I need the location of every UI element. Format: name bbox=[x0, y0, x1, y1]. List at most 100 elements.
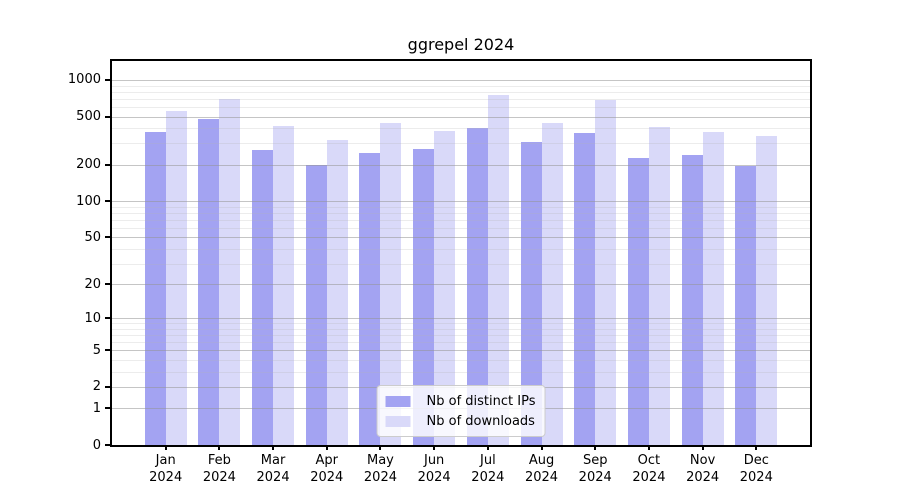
xtick-mark-feb bbox=[218, 445, 221, 450]
ytick-mark-200 bbox=[105, 163, 111, 166]
gridline-minor-700 bbox=[112, 98, 810, 100]
legend-swatch-distinct-ips bbox=[385, 395, 411, 407]
xtick-mark-jan bbox=[164, 445, 167, 450]
legend: Nb of distinct IPs Nb of downloads bbox=[376, 385, 546, 437]
bar-distinct-ips-apr bbox=[305, 165, 327, 445]
xtick-year: 2024 bbox=[256, 470, 290, 485]
bar-distinct-ips-jul bbox=[466, 128, 488, 445]
xtick-year: 2024 bbox=[739, 470, 773, 485]
ytick-label-1000: 1000 bbox=[67, 72, 101, 88]
bar-distinct-ips-nov bbox=[681, 154, 703, 445]
xtick-label-mar: Mar 2024 bbox=[241, 452, 305, 486]
xtick-month: Oct bbox=[637, 453, 661, 468]
xtick-month: Jun bbox=[423, 453, 445, 468]
xtick-label-feb: Feb 2024 bbox=[187, 452, 251, 486]
gridline-minor-3 bbox=[112, 371, 810, 373]
bar-distinct-ips-sep bbox=[574, 133, 596, 445]
xtick-mark-aug bbox=[540, 445, 543, 450]
gridline-minor-6 bbox=[112, 342, 810, 344]
xtick-year: 2024 bbox=[417, 470, 451, 485]
ytick-label-500: 500 bbox=[76, 109, 101, 125]
xtick-label-apr: Apr 2024 bbox=[295, 452, 359, 486]
bar-downloads-apr bbox=[326, 140, 348, 445]
gridline-minor-300 bbox=[112, 143, 810, 145]
xtick-mark-nov bbox=[701, 445, 704, 450]
bar-distinct-ips-mar bbox=[252, 150, 274, 445]
legend-swatch-downloads bbox=[385, 415, 411, 427]
gridline-100 bbox=[112, 201, 810, 203]
xtick-mark-sep bbox=[594, 445, 597, 450]
bar-downloads-mar bbox=[273, 125, 295, 445]
ytick-label-10: 10 bbox=[84, 310, 101, 326]
xtick-month: Feb bbox=[207, 453, 231, 468]
gridline-minor-70 bbox=[112, 219, 810, 221]
xtick-month: Sep bbox=[582, 453, 608, 468]
gridline-5 bbox=[112, 350, 810, 352]
plot-area: Nb of distinct IPs Nb of downloads bbox=[110, 59, 812, 447]
ytick-label-0: 0 bbox=[92, 437, 101, 453]
ytick-mark-1 bbox=[105, 407, 111, 410]
xtick-mark-dec bbox=[755, 445, 758, 450]
xtick-label-jul: Jul 2024 bbox=[456, 452, 520, 486]
gridline-50 bbox=[112, 237, 810, 239]
xtick-month: Dec bbox=[743, 453, 769, 468]
gridline-200 bbox=[112, 164, 810, 166]
ytick-label-2: 2 bbox=[92, 379, 101, 395]
ytick-mark-1000 bbox=[105, 78, 111, 81]
bar-distinct-ips-feb bbox=[198, 118, 220, 445]
gridline-minor-8 bbox=[112, 328, 810, 330]
xtick-mark-jun bbox=[433, 445, 436, 450]
bar-distinct-ips-aug bbox=[520, 141, 542, 445]
bar-downloads-nov bbox=[702, 131, 724, 445]
xtick-month: Jul bbox=[480, 453, 496, 468]
xtick-year: 2024 bbox=[202, 470, 236, 485]
xtick-year: 2024 bbox=[471, 470, 505, 485]
bar-downloads-dec bbox=[756, 135, 778, 445]
bar-downloads-jun bbox=[434, 131, 456, 445]
ytick-mark-5 bbox=[105, 349, 111, 352]
gridline-500 bbox=[112, 116, 810, 118]
ytick-label-50: 50 bbox=[84, 229, 101, 245]
legend-label-downloads: Nb of downloads bbox=[426, 413, 535, 429]
xtick-month: Jan bbox=[155, 453, 176, 468]
bar-distinct-ips-oct bbox=[627, 158, 649, 445]
gridline-minor-7 bbox=[112, 335, 810, 337]
xtick-month: Apr bbox=[315, 453, 339, 468]
gridline-minor-90 bbox=[112, 206, 810, 208]
xtick-month: Nov bbox=[689, 453, 716, 468]
ytick-mark-2 bbox=[105, 385, 111, 388]
xtick-mark-mar bbox=[272, 445, 275, 450]
xtick-label-aug: Aug 2024 bbox=[510, 452, 574, 486]
xtick-year: 2024 bbox=[632, 470, 666, 485]
xtick-label-dec: Dec 2024 bbox=[724, 452, 788, 486]
ytick-mark-20 bbox=[105, 283, 111, 286]
chart-title: ggrepel 2024 bbox=[407, 35, 515, 54]
legend-item-distinct-ips: Nb of distinct IPs bbox=[384, 391, 535, 411]
xtick-year: 2024 bbox=[524, 470, 559, 485]
xtick-mark-apr bbox=[325, 445, 328, 450]
gridline-minor-900 bbox=[112, 85, 810, 87]
gridline-minor-400 bbox=[112, 128, 810, 130]
xtick-year: 2024 bbox=[578, 470, 612, 485]
xtick-mark-may bbox=[379, 445, 382, 450]
bar-downloads-sep bbox=[595, 99, 617, 445]
bar-downloads-oct bbox=[648, 127, 670, 445]
xtick-month: May bbox=[367, 453, 394, 468]
ytick-label-20: 20 bbox=[84, 276, 101, 292]
gridline-1000 bbox=[112, 79, 810, 81]
bar-distinct-ips-may bbox=[359, 153, 381, 445]
gridline-10 bbox=[112, 318, 810, 320]
xtick-mark-oct bbox=[647, 445, 650, 450]
bar-distinct-ips-jan bbox=[144, 131, 166, 445]
ytick-mark-10 bbox=[105, 317, 111, 320]
gridline-minor-40 bbox=[112, 248, 810, 250]
gridline-minor-80 bbox=[112, 212, 810, 214]
xtick-month: Mar bbox=[260, 453, 286, 468]
ytick-mark-50 bbox=[105, 236, 111, 239]
ytick-mark-0 bbox=[105, 444, 111, 446]
xtick-label-oct: Oct 2024 bbox=[617, 452, 681, 486]
gridline-minor-600 bbox=[112, 106, 810, 108]
gridline-20 bbox=[112, 284, 810, 286]
legend-item-downloads: Nb of downloads bbox=[384, 411, 536, 431]
xtick-label-may: May 2024 bbox=[348, 452, 412, 486]
